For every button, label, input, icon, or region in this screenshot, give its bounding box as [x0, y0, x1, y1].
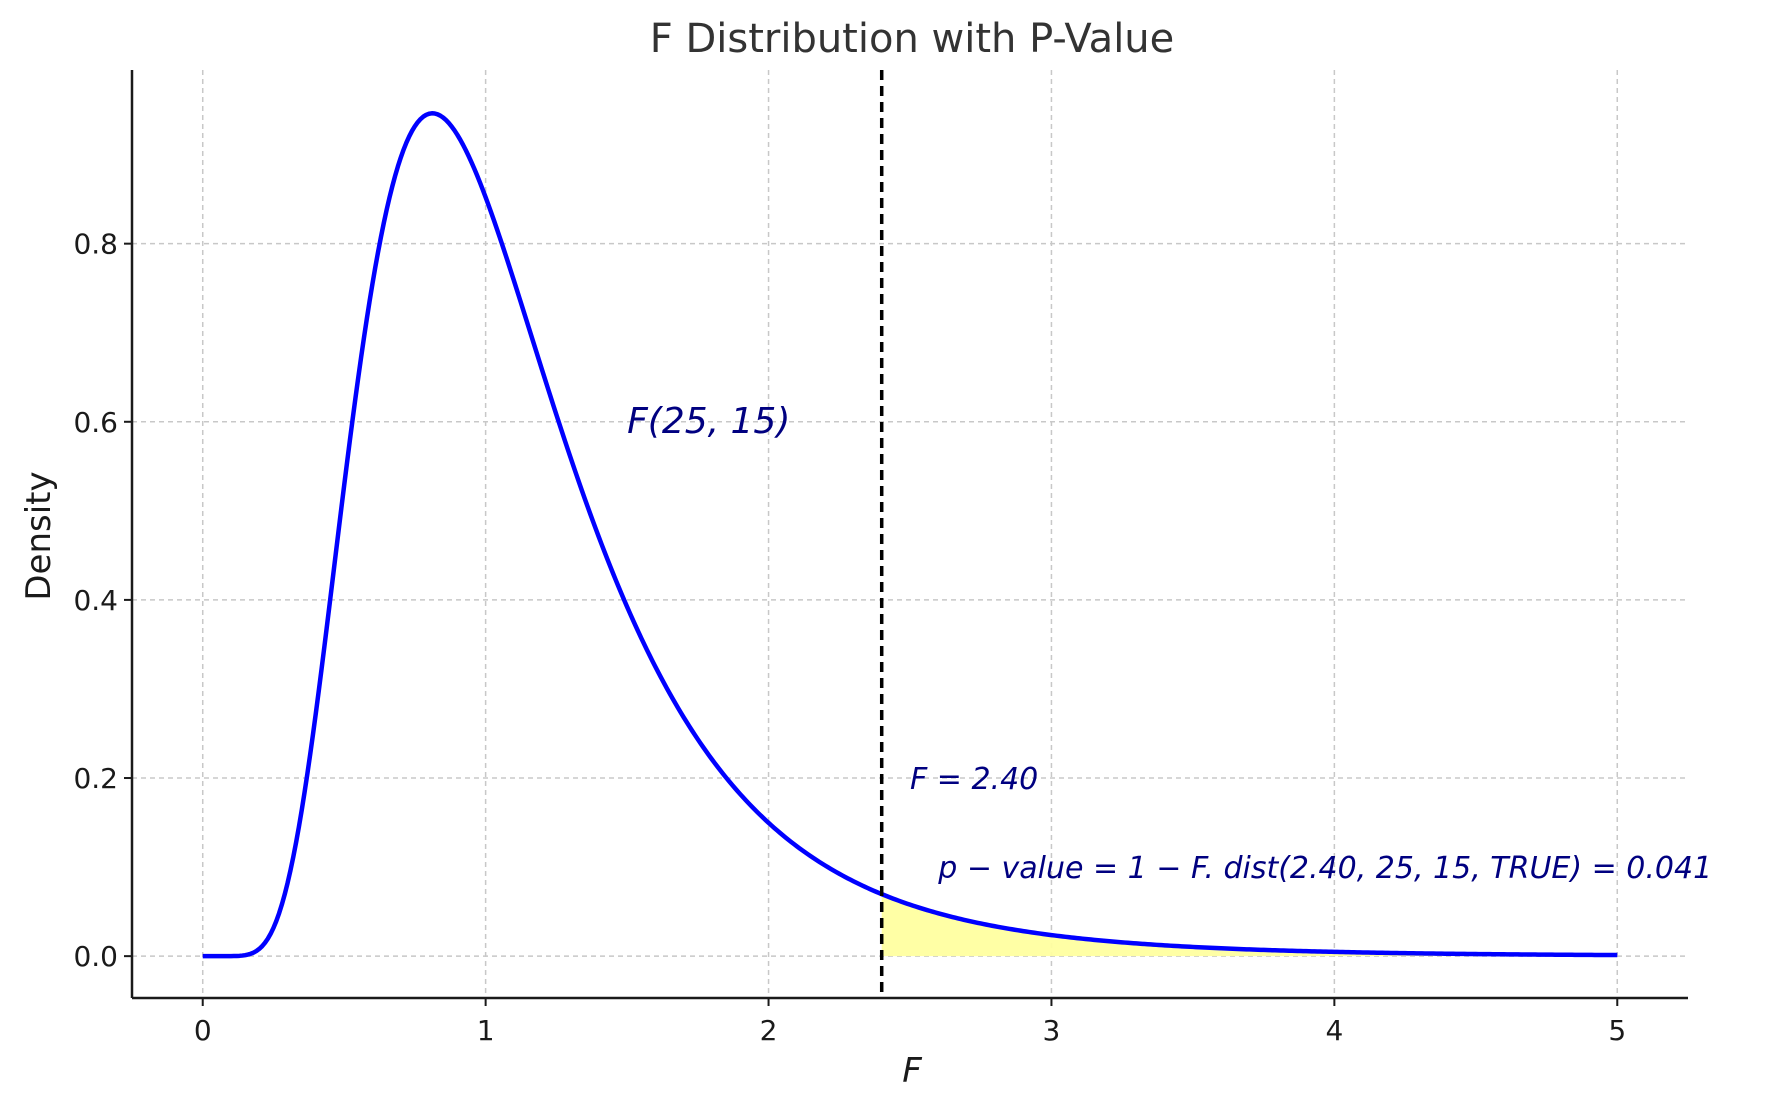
- density-curve: [202, 111, 1618, 959]
- y-tick-label: 0.2: [73, 762, 118, 795]
- p-value-region-layer: [881, 894, 1618, 957]
- y-tick-label: 0.4: [73, 584, 118, 617]
- axes: [124, 70, 1688, 1006]
- x-tick-label: 3: [1043, 1014, 1061, 1047]
- x-tick-label: 5: [1608, 1014, 1626, 1047]
- x-tick-label: 0: [194, 1014, 212, 1047]
- x-tick-label: 2: [760, 1014, 778, 1047]
- x-tick-label: 1: [477, 1014, 495, 1047]
- annotations: F(25, 15) F = 2.40 p − value = 1 − F. dist…: [627, 401, 1712, 886]
- annotation-text: F = 2.40: [910, 762, 1038, 797]
- y-tick-label: 0.6: [73, 406, 118, 439]
- x-axis-label: F: [902, 1051, 922, 1091]
- x-tick-label: 4: [1325, 1014, 1343, 1047]
- p-value-shaded-region: [881, 894, 1618, 957]
- y-tick-label: 0.8: [73, 228, 118, 261]
- grid-lines: [132, 70, 1688, 998]
- tick-labels: 0 1 2 3 4 5 0.0 0.2 0.4 0.6 0.8: [73, 228, 1626, 1047]
- chart-title: F Distribution with P-Value: [650, 16, 1175, 62]
- annotation-text: p − value = 1 − F. dist(2.40, 25, 15, TR…: [937, 851, 1712, 886]
- annotation-text: F(25, 15): [627, 401, 790, 442]
- density-curve-layer: [202, 111, 1618, 959]
- y-axis-label: Density: [19, 471, 59, 600]
- y-tick-label: 0.0: [73, 940, 118, 973]
